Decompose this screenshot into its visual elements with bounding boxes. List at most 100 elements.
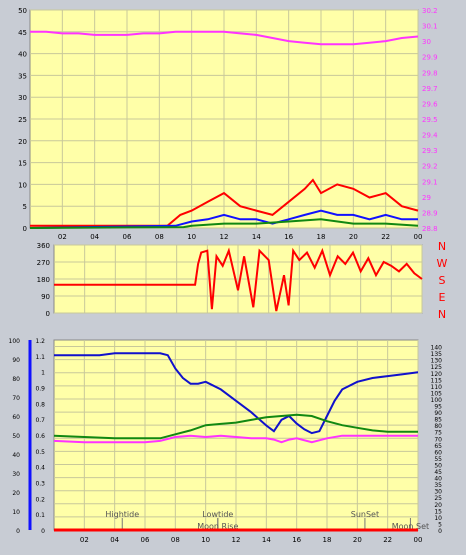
x-tick-label: 04 (90, 233, 99, 241)
series-line (29, 209, 418, 229)
y-tick-label: 115 (431, 377, 443, 384)
y-tick-label: 0 (41, 528, 45, 535)
y-tick-label: 10 (434, 515, 442, 522)
y-tick-label: 180 (37, 276, 50, 284)
y-tick-label: 45 (18, 29, 27, 37)
direction-panel-lines (54, 247, 423, 312)
y-tick-label: 0 (23, 225, 27, 233)
y-tick-label: 30 (434, 489, 442, 496)
y-tick-label: 50 (18, 7, 27, 15)
y-tick-label: 100 (9, 338, 21, 345)
y-tick-label: 30 (12, 471, 20, 478)
y-tick-label: 50 (434, 462, 442, 469)
y-tick-label: 1.1 (35, 354, 45, 361)
x-tick-label: 06 (123, 233, 132, 241)
annotation-label: Hightide (105, 510, 139, 519)
y-tick-label: 0.7 (35, 417, 45, 424)
x-tick-label: 06 (141, 536, 150, 544)
y-tick-label: 0.8 (35, 401, 45, 408)
y-tick-label: 90 (434, 410, 442, 417)
annotation-label: SunSet (351, 510, 379, 519)
annotation-label: Moon Set (392, 522, 429, 531)
y-tick-label: 29.9 (422, 54, 438, 62)
y-tick-label: 1.2 (35, 338, 45, 345)
y-tick-label: 95 (434, 404, 442, 411)
y-tick-label: 40 (18, 51, 27, 59)
x-tick-label: 20 (353, 536, 362, 544)
y-tick-label: 75 (434, 430, 442, 437)
y-tick-label: 125 (431, 364, 443, 371)
y-tick-label: 90 (41, 293, 50, 301)
y-tick-label: 29.4 (422, 132, 438, 140)
y-tick-label: 29.3 (422, 147, 438, 155)
y-tick-label: 60 (12, 414, 20, 421)
y-tick-label: 85 (434, 417, 442, 424)
y-tick-label: 0.5 (35, 449, 45, 456)
direction-letter: N (438, 308, 446, 321)
climate-panel-ticks: 0510152025303540455055606570758085909510… (9, 338, 443, 544)
climate-panel-lines (53, 352, 419, 532)
y-tick-label: 120 (431, 371, 443, 378)
y-tick-label: 30 (422, 38, 431, 46)
x-tick-label: 10 (187, 233, 196, 241)
y-tick-label: 100 (431, 397, 443, 404)
y-tick-label: 28.8 (422, 225, 438, 233)
x-tick-label: 16 (292, 536, 301, 544)
x-tick-label: 22 (383, 536, 392, 544)
series-line (30, 178, 419, 227)
y-tick-label: 90 (12, 357, 20, 364)
y-tick-label: 55 (434, 456, 442, 463)
direction-letter: W (437, 257, 448, 270)
x-tick-label: 14 (252, 233, 261, 241)
climate-panel-annotations: Hightide Lowtide Moon Rise SunSet Moon Set (105, 510, 429, 531)
x-tick-label: 14 (262, 536, 271, 544)
y-tick-label: 35 (434, 482, 442, 489)
y-tick-label: 0 (16, 528, 20, 535)
y-tick-label: 40 (434, 476, 442, 483)
direction-letter: N (438, 240, 446, 253)
y-tick-label: 130 (431, 358, 443, 365)
y-tick-label: 270 (37, 259, 50, 267)
y-tick-label: 1 (41, 370, 45, 377)
direction-letter: E (439, 291, 446, 304)
y-tick-label: 0.2 (35, 496, 45, 503)
y-tick-label: 25 (434, 495, 442, 502)
x-tick-label: 18 (317, 233, 326, 241)
y-tick-label: 360 (37, 242, 50, 250)
y-tick-label: 25 (18, 116, 27, 124)
wind-panel-ticks: 0 5 10 15 20 25 30 35 40 45 50 28.8 28.9 29 29.1 29.2 29… (18, 7, 438, 241)
x-tick-label: 22 (381, 233, 390, 241)
y-tick-label: 5 (23, 203, 27, 211)
x-tick-label: 12 (232, 536, 241, 544)
y-tick-label: 0.6 (35, 433, 45, 440)
y-tick-label: 28.9 (422, 209, 438, 217)
x-tick-label: 00 (414, 536, 423, 544)
y-tick-label: 35 (18, 72, 27, 80)
y-tick-label: 29 (422, 194, 431, 202)
y-tick-label: 30 (18, 94, 27, 102)
y-tick-label: 20 (12, 490, 20, 497)
series-line (29, 218, 419, 229)
x-tick-label: 04 (110, 536, 119, 544)
x-tick-label: 02 (80, 536, 89, 544)
direction-panel-grid (54, 244, 423, 314)
series-line (53, 434, 418, 444)
series-line (53, 413, 418, 440)
y-tick-label: 80 (434, 423, 442, 430)
y-tick-label: 20 (18, 138, 27, 146)
x-tick-label: 20 (349, 233, 358, 241)
x-tick-label: 18 (323, 536, 332, 544)
x-tick-label: 02 (58, 233, 67, 241)
annotation-label: Lowtide (202, 510, 233, 519)
y-tick-label: 20 (434, 502, 442, 509)
y-tick-label: 10 (18, 181, 27, 189)
annotation-label: Moon Rise (197, 522, 238, 531)
y-tick-label: 29.5 (422, 116, 438, 124)
series-line (54, 352, 419, 435)
y-tick-label: 110 (431, 384, 443, 391)
y-tick-label: 80 (12, 376, 20, 383)
x-tick-label: 08 (171, 536, 180, 544)
y-tick-label: 65 (434, 443, 442, 450)
y-tick-label: 60 (434, 449, 442, 456)
